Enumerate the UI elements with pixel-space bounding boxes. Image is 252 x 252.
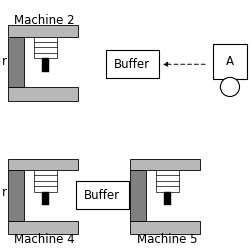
Bar: [42, 192, 49, 205]
Bar: [24, 170, 78, 220]
Bar: [156, 170, 179, 192]
Bar: [8, 87, 78, 101]
Bar: [34, 37, 57, 58]
Circle shape: [220, 77, 239, 97]
Bar: [130, 170, 146, 220]
Bar: [146, 170, 200, 220]
Text: A: A: [226, 55, 234, 68]
Bar: [8, 170, 24, 220]
Bar: [8, 37, 24, 87]
Text: Buffer: Buffer: [84, 189, 120, 202]
Text: Machine 4: Machine 4: [14, 233, 74, 246]
Bar: [106, 50, 159, 78]
Text: Buffer: Buffer: [114, 58, 150, 71]
Bar: [8, 25, 78, 37]
Text: r: r: [2, 186, 7, 199]
Bar: [8, 220, 78, 234]
Bar: [213, 44, 247, 79]
Text: Machine 2: Machine 2: [14, 14, 74, 27]
Bar: [130, 220, 200, 234]
Bar: [34, 170, 57, 192]
Bar: [24, 37, 78, 87]
Bar: [130, 159, 200, 170]
Text: Machine 5: Machine 5: [137, 233, 198, 246]
Text: r: r: [2, 55, 7, 68]
Bar: [164, 192, 171, 205]
Bar: [8, 159, 78, 170]
Bar: [76, 181, 129, 209]
Bar: [42, 58, 49, 72]
